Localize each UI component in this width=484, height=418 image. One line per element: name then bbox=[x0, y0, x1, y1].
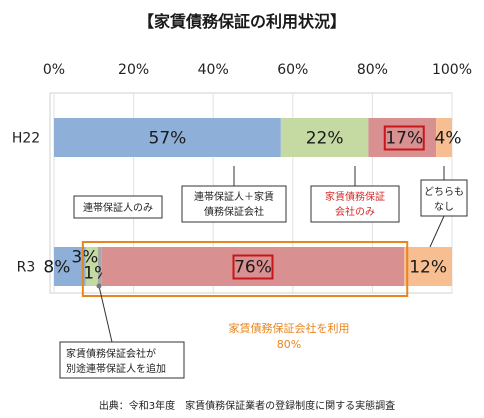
data-label: 17% bbox=[385, 129, 423, 149]
data-label: 4% bbox=[435, 129, 462, 149]
company-use-value: 80% bbox=[277, 338, 301, 351]
highlight-box bbox=[383, 125, 425, 151]
callout-anchor-dot bbox=[96, 283, 102, 289]
chart-title: 【家賃債務保証の利用状況】 bbox=[138, 12, 346, 31]
data-label: 22% bbox=[306, 129, 344, 149]
company-use-label: 家賃債務保証会社を利用 bbox=[229, 321, 350, 335]
bar-segment bbox=[54, 247, 86, 286]
callout-joint-plus-company-text: 連帯保証人＋家賃 bbox=[194, 190, 274, 203]
highlight-box bbox=[232, 254, 274, 280]
bar-segment bbox=[404, 247, 452, 286]
x-axis-ticks: 0% 20% 40% 60% 80% 100% bbox=[43, 62, 472, 78]
row-label: R3 bbox=[17, 260, 36, 276]
callout-leader bbox=[98, 285, 113, 343]
data-label: 8% bbox=[43, 258, 70, 278]
data-label: 76% bbox=[234, 258, 272, 278]
callout-joint-only-text: 連帯保証人のみ bbox=[83, 201, 153, 214]
bar-segment bbox=[97, 247, 102, 286]
bar-rows: H22 57% 22% 17% 4%R3 8% 3%1% 76% 12% bbox=[12, 118, 462, 297]
callout-company-only-text: 会社のみ bbox=[335, 205, 375, 218]
data-label: 57% bbox=[149, 129, 187, 149]
x-tick-label: 60% bbox=[277, 62, 308, 78]
x-tick-label: 40% bbox=[198, 62, 229, 78]
bar-segment bbox=[85, 247, 98, 286]
callout-joint-plus-company bbox=[181, 185, 287, 223]
callout-company-added-joint-text: 別途連帯保証人を追加 bbox=[66, 362, 166, 375]
bar-segment bbox=[436, 118, 452, 157]
x-tick-label: 100% bbox=[432, 62, 472, 78]
callout-joint-only bbox=[73, 195, 163, 219]
callout-neither-text: なし bbox=[434, 201, 454, 213]
data-label: 12% bbox=[409, 258, 447, 278]
bar-segment bbox=[54, 118, 281, 157]
data-label: 3% bbox=[71, 248, 98, 268]
callout-leader bbox=[429, 215, 445, 248]
callout-company-only-text: 家賃債務保証 bbox=[325, 190, 385, 203]
callout-joint-plus-company-text: 債務保証会社 bbox=[204, 205, 264, 218]
row-label: H22 bbox=[12, 131, 40, 147]
callout-neither-text: どちらも bbox=[424, 186, 464, 198]
callout-company-only bbox=[310, 185, 400, 223]
x-tick-label: 20% bbox=[118, 62, 149, 78]
company-use-box bbox=[81, 241, 409, 297]
callout-company-added-joint bbox=[59, 341, 185, 379]
x-tick-label: 0% bbox=[43, 62, 65, 78]
source-note: 出典：令和3年度 家賃債務保証業者の登録制度に関する実態調査 bbox=[99, 399, 395, 412]
bar-segment bbox=[280, 118, 369, 157]
x-tick-label: 80% bbox=[357, 62, 388, 78]
callout-neither bbox=[420, 179, 468, 217]
callout-company-added-joint-text: 家賃債務保証会社が bbox=[66, 347, 156, 360]
